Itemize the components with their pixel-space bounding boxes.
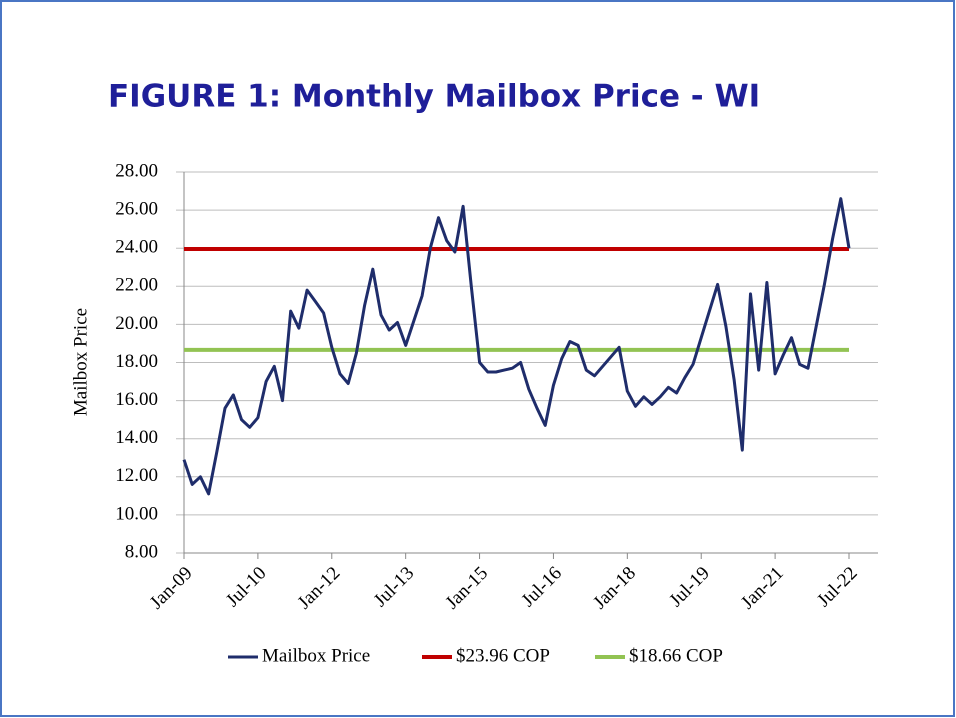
y-tick-label: 14.00 [115,427,158,448]
y-axis-label: Mailbox Price [70,308,91,416]
y-tick-label: 28.00 [115,160,158,181]
legend-label: Mailbox Price [262,645,370,666]
line-series [182,197,851,496]
legend-label: $18.66 COP [629,645,723,666]
chart-title: FIGURE 1: Monthly Mailbox Price - WI [108,79,760,115]
y-tick-label: 22.00 [115,275,158,296]
y-tick-label: 20.00 [115,313,158,334]
y-tick-label: 26.00 [115,198,158,219]
legend-label: $23.96 COP [456,645,550,666]
y-tick-label: 10.00 [115,503,158,524]
y-tick-label: 18.00 [115,351,158,372]
y-tick-label: 8.00 [125,541,158,562]
y-tick-label: 12.00 [115,465,158,486]
y-tick-label: 16.00 [115,389,158,410]
y-tick-label: 24.00 [115,237,158,258]
